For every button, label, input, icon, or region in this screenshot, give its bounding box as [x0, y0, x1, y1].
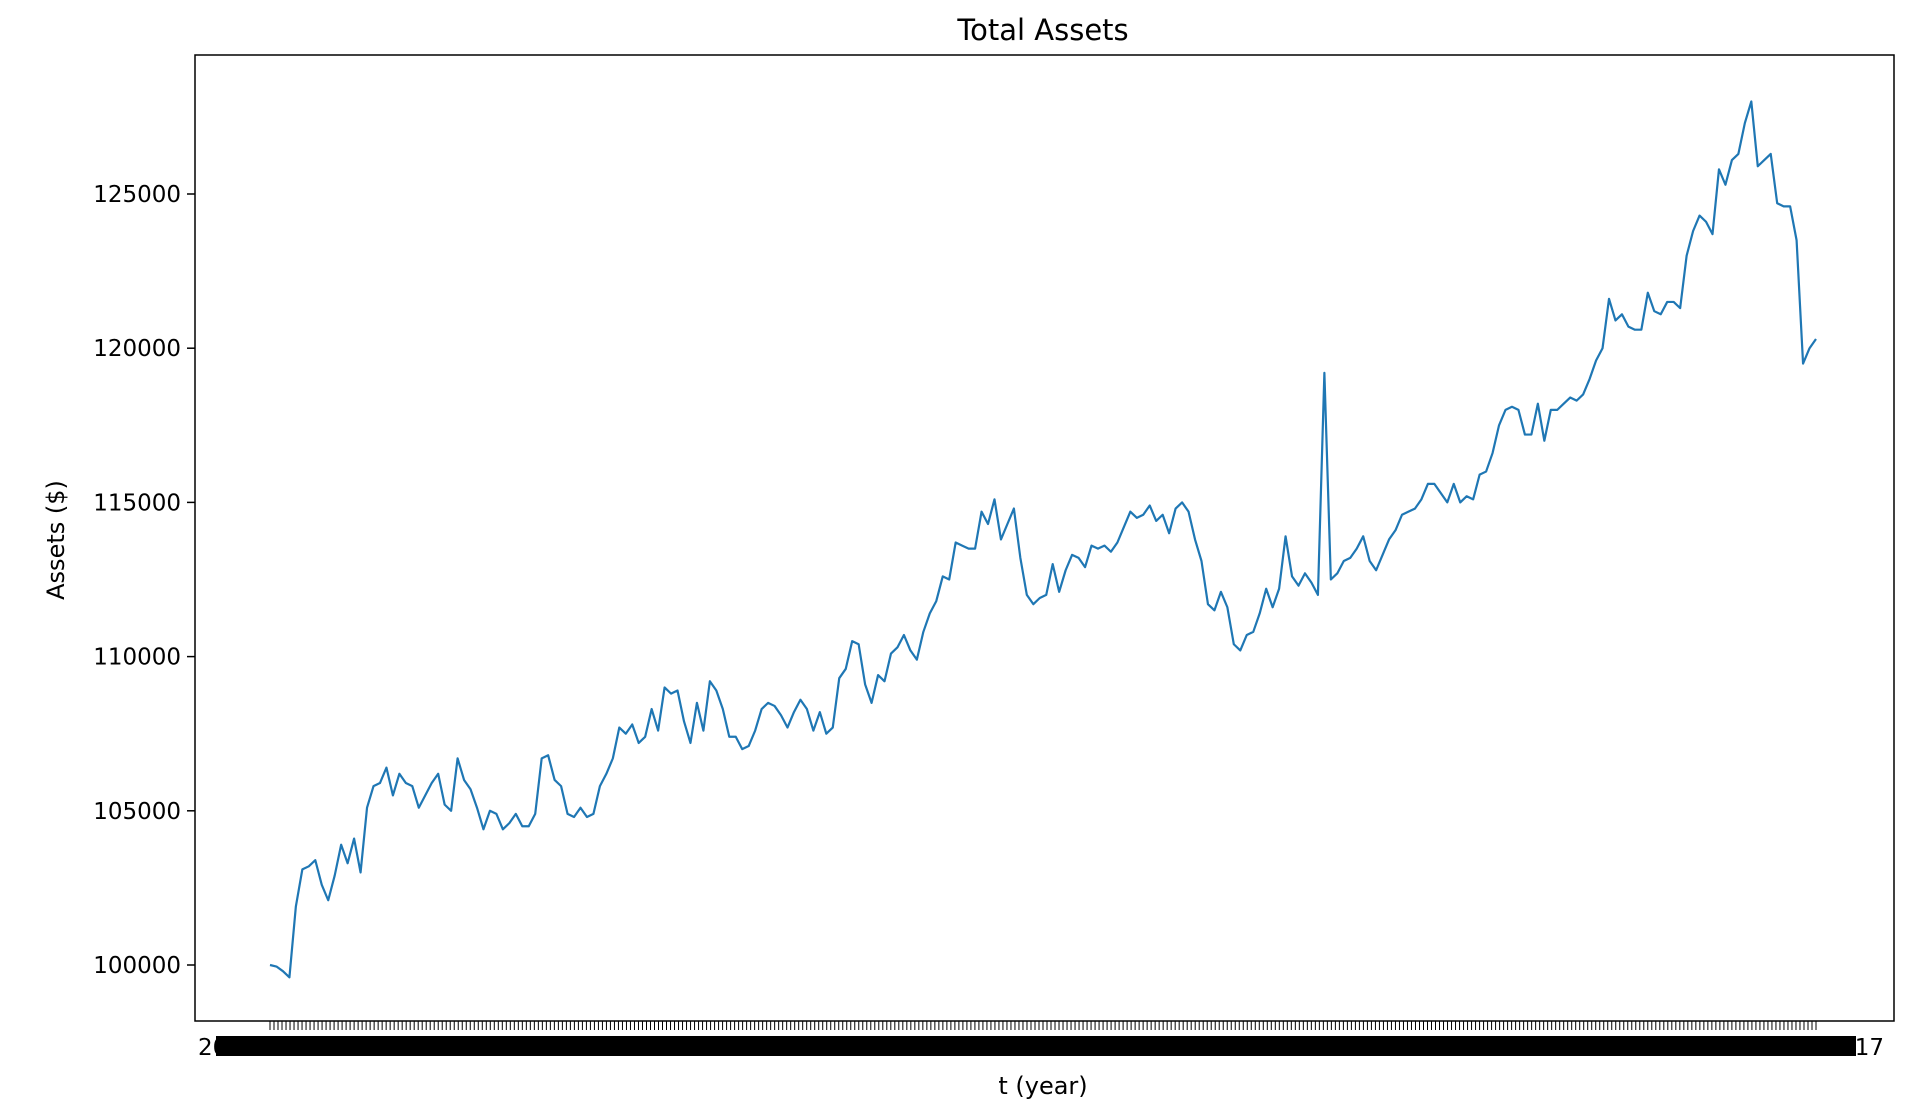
x-axis-tick-labels: 2009 2017 [198, 1035, 1884, 1061]
y-tick-label: 120000 [93, 336, 181, 362]
y-tick-label: 125000 [93, 182, 181, 208]
x-axis-label: t (year) [998, 1072, 1087, 1100]
x-tick-label-band [216, 1036, 1856, 1056]
y-axis: 100000 105000 110000 115000 120000 125000 [93, 182, 195, 979]
y-tick-label: 115000 [93, 490, 181, 516]
y-tick-label: 105000 [93, 799, 181, 825]
x-axis [216, 1021, 1856, 1056]
x-tick-label-left: 2009 [198, 1035, 257, 1061]
x-tick-label-right: 2017 [1825, 1035, 1884, 1061]
y-tick-label: 100000 [93, 953, 181, 979]
y-axis-label: Assets ($) [42, 480, 70, 600]
plot-frame [194, 54, 1895, 1022]
chart-title: Total Assets [956, 13, 1128, 47]
total-assets-line [269, 100, 1817, 979]
y-tick-label: 110000 [93, 645, 181, 671]
